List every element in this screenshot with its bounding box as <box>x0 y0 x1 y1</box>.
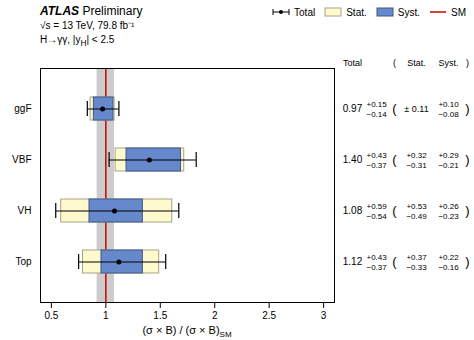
svg-text:(σ × B) / (σ × B)SM: (σ × B) / (σ × B)SM <box>142 324 231 339</box>
svg-text:1.5: 1.5 <box>153 310 167 321</box>
svg-text:+0.32: +0.32 <box>406 151 427 160</box>
svg-text:+0.15: +0.15 <box>367 100 388 109</box>
svg-text:2.5: 2.5 <box>262 310 276 321</box>
svg-text:−0.37: −0.37 <box>367 263 388 272</box>
svg-text:Top: Top <box>15 256 32 267</box>
svg-text:+0.10: +0.10 <box>438 100 459 109</box>
svg-text:−0.49: −0.49 <box>406 212 427 221</box>
svg-text:ggF: ggF <box>14 103 31 114</box>
svg-text:1: 1 <box>103 310 109 321</box>
svg-text:−0.33: −0.33 <box>406 263 427 272</box>
svg-text:(: ( <box>392 101 397 116</box>
html-text:Stat.: Stat. <box>346 6 367 18</box>
svg-text:+0.22: +0.22 <box>438 253 459 262</box>
html-text:SM: SM <box>451 6 466 18</box>
html-text:√s = 13 TeV, 79.8 fb⁻¹: √s = 13 TeV, 79.8 fb⁻¹ <box>40 20 135 31</box>
svg-text:3: 3 <box>321 310 327 321</box>
svg-text:−0.08: −0.08 <box>438 110 459 119</box>
svg-text:0.5: 0.5 <box>44 310 58 321</box>
svg-text:1.12: 1.12 <box>343 256 363 267</box>
svg-text:−0.23: −0.23 <box>438 212 459 221</box>
svg-text:Syst.: Syst. <box>438 58 458 68</box>
svg-text:−0.14: −0.14 <box>367 110 388 119</box>
svg-text:(: ( <box>392 203 397 218</box>
svg-text:VH: VH <box>18 205 32 216</box>
svg-text:+0.43: +0.43 <box>367 253 388 262</box>
svg-text:(: ( <box>392 254 397 269</box>
html-text:Syst.: Syst. <box>397 6 420 18</box>
svg-text:−0.21: −0.21 <box>438 161 459 170</box>
svg-text:+0.43: +0.43 <box>367 151 388 160</box>
svg-text:−0.31: −0.31 <box>406 161 427 170</box>
svg-text:+0.29: +0.29 <box>438 151 459 160</box>
svg-text:± 0.11: ± 0.11 <box>404 104 428 114</box>
svg-text:): ) <box>465 254 469 269</box>
svg-text:0.97: 0.97 <box>343 103 363 114</box>
svg-text:1.08: 1.08 <box>343 205 363 216</box>
svg-text:Stat.: Stat. <box>407 58 426 68</box>
svg-text:(: ( <box>393 58 396 68</box>
svg-text:+0.37: +0.37 <box>406 253 427 262</box>
svg-text:−0.16: −0.16 <box>438 263 459 272</box>
html-text:ATLAS Preliminary: ATLAS Preliminary <box>40 4 143 18</box>
svg-text:): ) <box>466 58 469 68</box>
svg-text:Total: Total <box>343 58 362 68</box>
svg-text:2: 2 <box>212 310 218 321</box>
html-text:H→γγ, |yH| < 2.5: H→γγ, |yH| < 2.5 <box>40 34 115 48</box>
html-text:Total: Total <box>294 6 316 18</box>
svg-text:VBF: VBF <box>12 154 31 165</box>
svg-text:+0.53: +0.53 <box>406 202 427 211</box>
svg-text:+0.26: +0.26 <box>438 202 459 211</box>
svg-text:(: ( <box>392 152 397 167</box>
svg-text:): ) <box>465 101 469 116</box>
svg-text:−0.37: −0.37 <box>367 161 388 170</box>
svg-text:): ) <box>465 152 469 167</box>
svg-text:+0.59: +0.59 <box>367 202 388 211</box>
svg-text:): ) <box>465 203 469 218</box>
svg-text:−0.54: −0.54 <box>367 212 388 221</box>
svg-text:1.40: 1.40 <box>343 154 363 165</box>
